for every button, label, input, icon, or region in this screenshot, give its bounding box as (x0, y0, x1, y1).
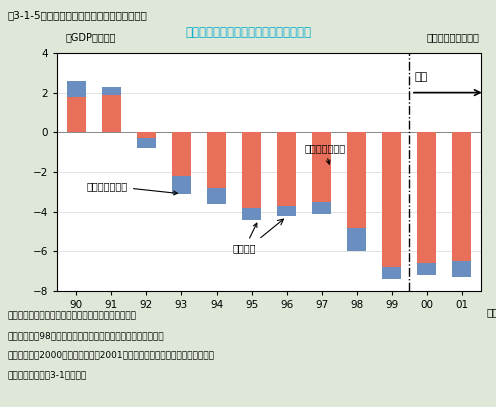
Bar (312, 202, 331, 214)
Bar (137, 138, 156, 148)
Text: （GDP比、％）: （GDP比、％） (66, 32, 116, 42)
Text: 付注3-1を参照。: 付注3-1を参照。 (7, 370, 87, 379)
Bar (312, 132, 331, 202)
Text: （一般政府ベース）: （一般政府ベース） (427, 32, 479, 42)
Bar (382, 267, 401, 279)
Bar (417, 263, 436, 275)
Bar (242, 132, 261, 208)
Bar (452, 261, 472, 277)
Bar (172, 132, 191, 176)
Text: （年度）: （年度） (487, 307, 496, 317)
Text: 財政赤字の８割以上を占める構造的赤字: 財政赤字の８割以上を占める構造的赤字 (185, 26, 311, 39)
Text: 98年度は国鉄・林野一般会計繰承債務分を除く。: 98年度は国鉄・林野一般会計繰承債務分を除く。 (7, 331, 164, 340)
Text: ２．2000年度（見込）、2001年度（予測）の一般政府の財政赤字は: ２．2000年度（見込）、2001年度（予測）の一般政府の財政赤字は (7, 350, 214, 359)
Bar (277, 132, 296, 206)
Bar (347, 132, 367, 228)
Bar (66, 96, 86, 132)
Text: 循環的財政赤字: 循環的財政赤字 (87, 181, 178, 195)
Text: （備考）　１．内閣府「国民経済計算年報」による。: （備考） １．内閣府「国民経済計算年報」による。 (7, 311, 136, 320)
Bar (137, 132, 156, 138)
Bar (277, 206, 296, 216)
Bar (347, 228, 367, 251)
Bar (207, 188, 226, 204)
Bar (242, 208, 261, 220)
Bar (207, 132, 226, 188)
Bar (66, 81, 86, 96)
Text: 財政赤字: 財政赤字 (233, 223, 257, 254)
Bar (452, 132, 472, 261)
Text: 予測: 予測 (415, 72, 428, 82)
Text: 構造的財政赤字: 構造的財政赤字 (304, 143, 345, 164)
Bar (102, 94, 121, 132)
Bar (102, 87, 121, 94)
Bar (172, 176, 191, 194)
Bar (417, 132, 436, 263)
Text: 第3-1-5図　構造的財政収支と循環的財政収支: 第3-1-5図 構造的財政収支と循環的財政収支 (7, 10, 147, 20)
Bar (382, 132, 401, 267)
